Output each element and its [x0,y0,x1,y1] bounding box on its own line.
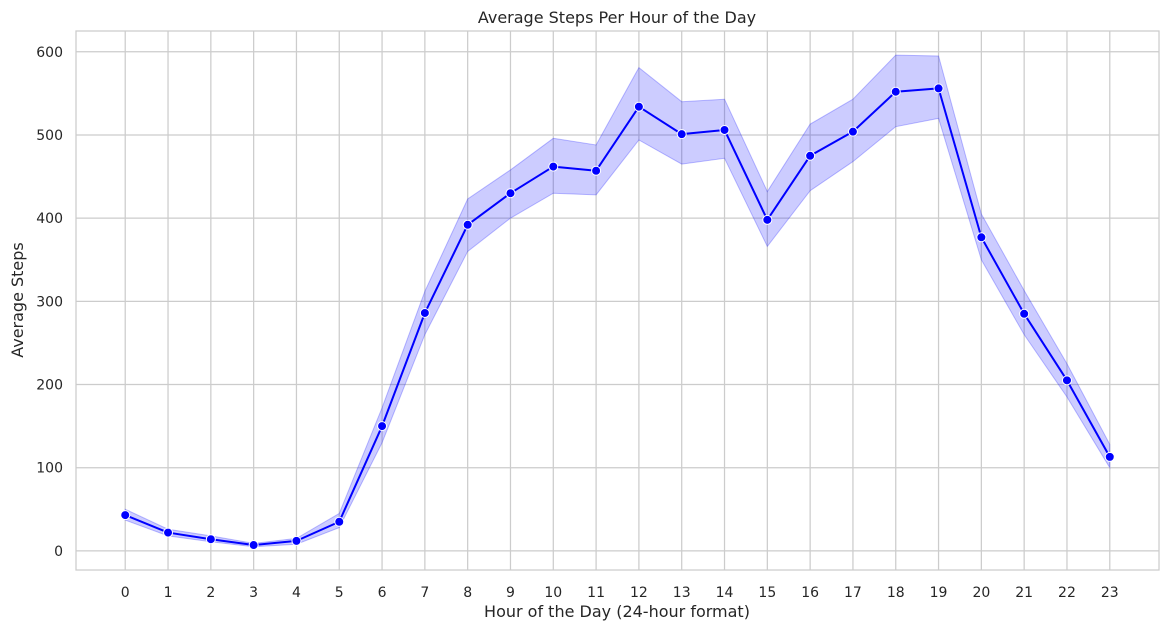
y-tick-label: 500 [36,128,63,144]
gridlines [76,31,1159,570]
x-tick-label: 5 [335,585,344,601]
data-point [548,161,559,172]
y-tick-label: 300 [36,294,63,310]
y-tick-label: 0 [54,544,63,560]
x-tick-label: 14 [716,585,734,601]
data-point [591,165,602,176]
x-tick-label: 8 [463,585,472,601]
data-point [890,86,901,97]
data-point [633,101,644,112]
data-point [805,150,816,161]
y-tick-label: 200 [36,378,63,394]
y-axis-label: Average Steps [8,242,27,358]
data-point [248,540,259,551]
y-tick-label: 600 [36,45,63,61]
x-tick-label: 21 [1015,585,1033,601]
y-tick-label: 400 [36,211,63,227]
confidence-band-area [124,54,1111,548]
data-point [419,307,430,318]
x-tick-label: 12 [630,585,648,601]
series-line-path [124,87,1111,547]
data-point [933,83,944,94]
x-tick-label: 11 [587,585,605,601]
x-tick-label: 20 [972,585,990,601]
data-point [676,129,687,140]
data-point [719,124,730,135]
chart-title: Average Steps Per Hour of the Day [478,8,756,27]
x-tick-label: 22 [1058,585,1076,601]
x-axis-label: Hour of the Day (24-hour format) [484,602,750,621]
x-tick-label: 19 [930,585,948,601]
data-point [377,421,388,432]
x-tick-label: 10 [544,585,562,601]
x-tick-label: 13 [673,585,691,601]
data-point [120,510,131,521]
data-point [462,219,473,230]
data-point [1019,308,1030,319]
x-tick-label: 17 [844,585,862,601]
x-tick-label: 15 [758,585,776,601]
x-tick-label: 16 [801,585,819,601]
x-tick-label: 2 [206,585,215,601]
series-line [124,87,1111,547]
data-point [163,527,174,538]
x-tick-label: 1 [164,585,173,601]
x-tick-labels: 0 1 2 3 4 5 6 7 8 9 10 11 12 13 14 15 16 17 18 19 20 21 22 23 [121,585,1119,601]
x-tick-label: 18 [887,585,905,601]
data-point [762,214,773,225]
x-tick-label: 9 [506,585,515,601]
x-tick-label: 3 [249,585,258,601]
data-point [976,232,987,243]
x-tick-label: 4 [292,585,301,601]
data-point [334,516,345,527]
x-tick-label: 23 [1101,585,1119,601]
data-point [1104,451,1115,462]
axes-frame [75,30,1160,571]
x-tick-label: 7 [420,585,429,601]
data-point [847,126,858,137]
data-point [505,188,516,199]
series-markers [120,83,1115,551]
x-tick-label: 0 [121,585,130,601]
x-tick-label: 6 [378,585,387,601]
data-point [1061,375,1072,386]
y-tick-labels: 0 100 200 300 400 500 600 [36,45,63,560]
data-point [291,535,302,546]
data-point [205,534,216,545]
confidence-band [124,54,1111,548]
y-tick-label: 100 [36,461,63,477]
